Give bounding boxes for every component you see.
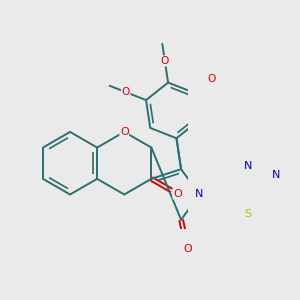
Text: O: O (161, 56, 169, 66)
Text: N: N (195, 190, 204, 200)
Text: O: O (173, 189, 182, 199)
Text: O: O (122, 87, 130, 97)
Text: S: S (244, 209, 251, 219)
Text: O: O (120, 127, 129, 137)
Text: N: N (244, 161, 252, 171)
Text: N: N (272, 170, 280, 180)
Text: O: O (183, 244, 192, 254)
Text: O: O (207, 74, 216, 84)
